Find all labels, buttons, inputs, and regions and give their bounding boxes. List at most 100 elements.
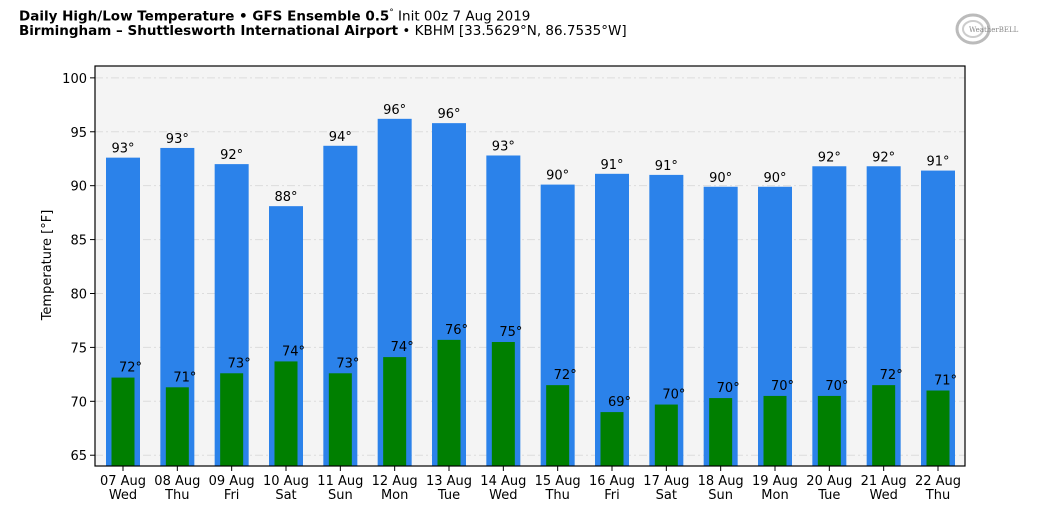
x-tick-day: Fri (604, 488, 620, 503)
high-label: 92° (872, 150, 895, 165)
low-bar (165, 387, 189, 466)
x-tick-date: 22 Aug (915, 474, 961, 489)
x-tick-date: 17 Aug (643, 474, 689, 489)
low-label: 71° (173, 370, 196, 385)
bar-labels: 93° 72° 93° 71° 92° 73° 88° 74° 94° 73° 96° 74° 96° 7… (111, 103, 957, 410)
low-bar (437, 339, 461, 466)
y-axis-label: Temperature [°F] (40, 210, 55, 322)
x-tick-day: Wed (109, 488, 137, 503)
low-bar (817, 395, 841, 466)
low-label: 72° (119, 361, 142, 376)
low-bar (872, 385, 896, 466)
low-label: 70° (771, 379, 794, 394)
x-tick-day: Tue (437, 488, 460, 503)
chart-subtitle-coords: • KBHM [33.5629°N, 86.7535°W] (398, 23, 627, 39)
y-tick-label: 80 (70, 287, 87, 302)
x-tick-date: 16 Aug (589, 474, 635, 489)
chart-title-main: Daily High/Low Temperature • GFS Ensembl… (19, 8, 390, 25)
x-tick-date: 13 Aug (426, 474, 472, 489)
low-label: 74° (391, 340, 414, 355)
y-tick-label: 90 (70, 180, 87, 195)
low-bar (491, 342, 515, 466)
high-label: 90° (709, 171, 732, 186)
x-tick-day: Thu (544, 488, 569, 503)
high-label: 93° (111, 142, 134, 157)
x-tick-day: Mon (381, 488, 408, 503)
x-tick-day: Sun (328, 488, 353, 503)
low-label: 72° (880, 368, 903, 383)
high-label: 88° (274, 190, 297, 205)
low-label: 70° (717, 381, 740, 396)
y-tick-label: 70 (70, 395, 87, 410)
chart-title-init: Init 00z 7 Aug 2019 (393, 8, 531, 25)
low-bar (600, 412, 624, 466)
high-label: 96° (383, 103, 406, 118)
low-bar (328, 373, 352, 466)
logo-text: WeatherBELL (969, 26, 1019, 34)
low-bar (654, 404, 678, 466)
x-tick-date: 21 Aug (861, 474, 907, 489)
chart-title: Daily High/Low Temperature • GFS Ensembl… (19, 8, 530, 25)
high-label: 91° (926, 155, 949, 170)
y-tick-label: 85 (70, 234, 87, 249)
x-tick-day: Mon (761, 488, 788, 503)
x-tick-date: 19 Aug (752, 474, 798, 489)
x-tick-day: Tue (817, 488, 840, 503)
x-tick-date: 11 Aug (317, 474, 363, 489)
high-label: 92° (818, 150, 841, 165)
low-bar (383, 357, 407, 466)
x-tick-day: Sun (708, 488, 733, 503)
low-label: 70° (825, 379, 848, 394)
y-tick-label: 75 (70, 341, 87, 356)
x-tick-day: Thu (925, 488, 950, 503)
high-label: 94° (329, 130, 352, 145)
chart-subtitle-station: Birmingham – Shuttlesworth International… (19, 23, 399, 39)
x-tick-day: Wed (489, 488, 517, 503)
x-tick-date: 15 Aug (535, 474, 581, 489)
high-label: 96° (437, 107, 460, 122)
x-tick-day: Fri (224, 488, 240, 503)
x-tick-day: Thu (164, 488, 189, 503)
low-label: 70° (662, 388, 685, 403)
low-label: 75° (499, 325, 522, 340)
low-bar (926, 390, 950, 466)
x-tick-date: 09 Aug (209, 474, 255, 489)
x-tick-day: Sat (656, 488, 677, 503)
y-tick-label: 65 (70, 449, 87, 464)
high-label: 93° (166, 132, 189, 147)
bars (106, 118, 955, 467)
y-axis: 65 70 75 80 85 90 95 100 (62, 72, 95, 464)
x-tick-date: 14 Aug (480, 474, 526, 489)
x-tick-date: 08 Aug (154, 474, 200, 489)
x-tick-date: 10 Aug (263, 474, 309, 489)
x-tick-date: 18 Aug (698, 474, 744, 489)
low-label: 71° (934, 374, 957, 389)
high-label: 90° (546, 169, 569, 184)
low-bar (709, 398, 733, 466)
low-label: 73° (336, 356, 359, 371)
x-tick-date: 12 Aug (372, 474, 418, 489)
low-label: 73° (228, 356, 251, 371)
high-label: 91° (655, 159, 678, 174)
y-tick-label: 100 (62, 72, 87, 87)
low-bar (274, 361, 298, 466)
x-tick-day: Sat (275, 488, 296, 503)
x-tick-date: 20 Aug (806, 474, 852, 489)
x-tick-day: Wed (869, 488, 897, 503)
chart-subtitle: Birmingham – Shuttlesworth International… (19, 23, 627, 39)
low-bar (220, 373, 244, 466)
chart-title-degree: ° (389, 8, 394, 18)
low-label: 76° (445, 323, 468, 338)
low-bar (763, 395, 787, 466)
low-bar (111, 377, 135, 466)
low-bar (546, 385, 570, 466)
low-label: 69° (608, 395, 631, 410)
low-label: 72° (554, 368, 577, 383)
high-label: 92° (220, 148, 243, 163)
high-label: 90° (763, 171, 786, 186)
x-tick-date: 07 Aug (100, 474, 146, 489)
high-label: 91° (600, 158, 623, 173)
weatherbell-logo: WeatherBELL (955, 13, 1019, 45)
